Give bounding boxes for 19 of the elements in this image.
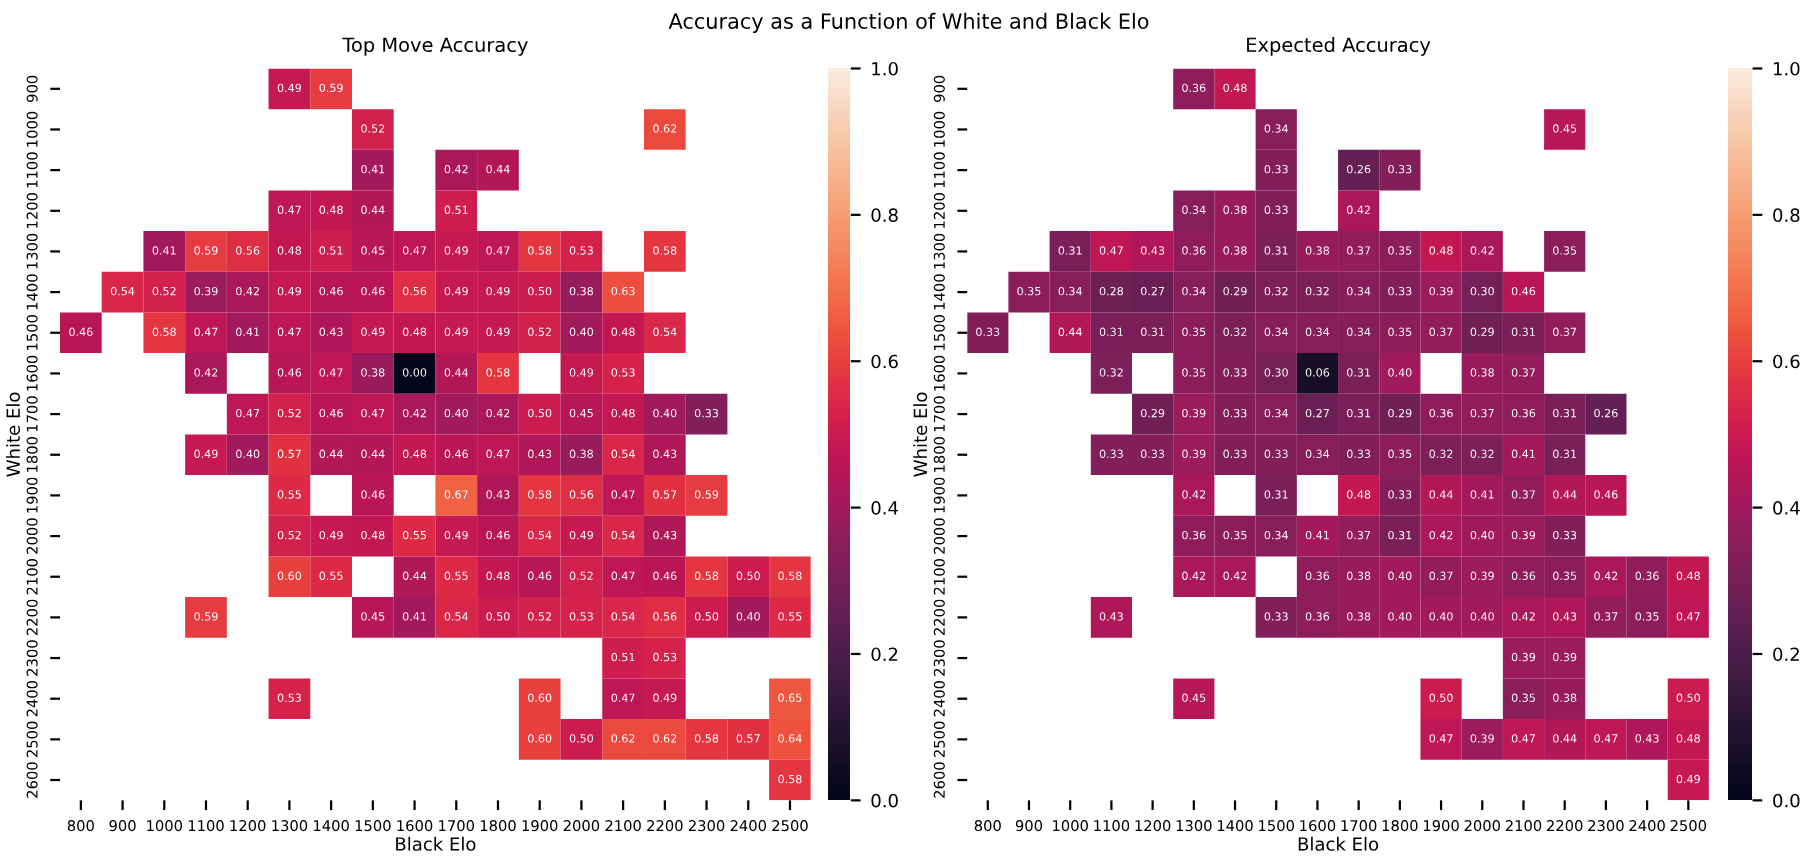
color-bar-label: 1.0 xyxy=(1773,61,1800,76)
x-axis-title: Black Elo xyxy=(1298,836,1379,851)
y-axis-title: White Elo xyxy=(6,392,21,477)
color-bar-label: 0.8 xyxy=(871,208,898,222)
x-axis-title: Black Elo xyxy=(396,836,476,851)
color-bar-label: 0.6 xyxy=(1773,354,1800,369)
color-bar-label: 0.0 xyxy=(1773,793,1800,808)
chart-title: Expected Accuracy xyxy=(1247,37,1431,56)
color-bar-label: 0.4 xyxy=(1773,501,1800,515)
color-bar-label: 0.2 xyxy=(871,647,898,662)
y-axis-title: White Elo xyxy=(913,392,928,477)
color-bar-label: 0.2 xyxy=(1773,647,1799,662)
color-bar-label: 0.6 xyxy=(871,354,898,369)
color-bar-label: 0.4 xyxy=(871,501,898,515)
color-bar-label: 0.0 xyxy=(871,793,898,808)
chart-title: Top Move Accuracy xyxy=(342,37,528,56)
color-bar-label: 0.8 xyxy=(1773,208,1800,222)
text: Accuracy as a Function of White and Black Elo xyxy=(668,12,1149,33)
color-bar-label: 1.0 xyxy=(872,61,898,76)
